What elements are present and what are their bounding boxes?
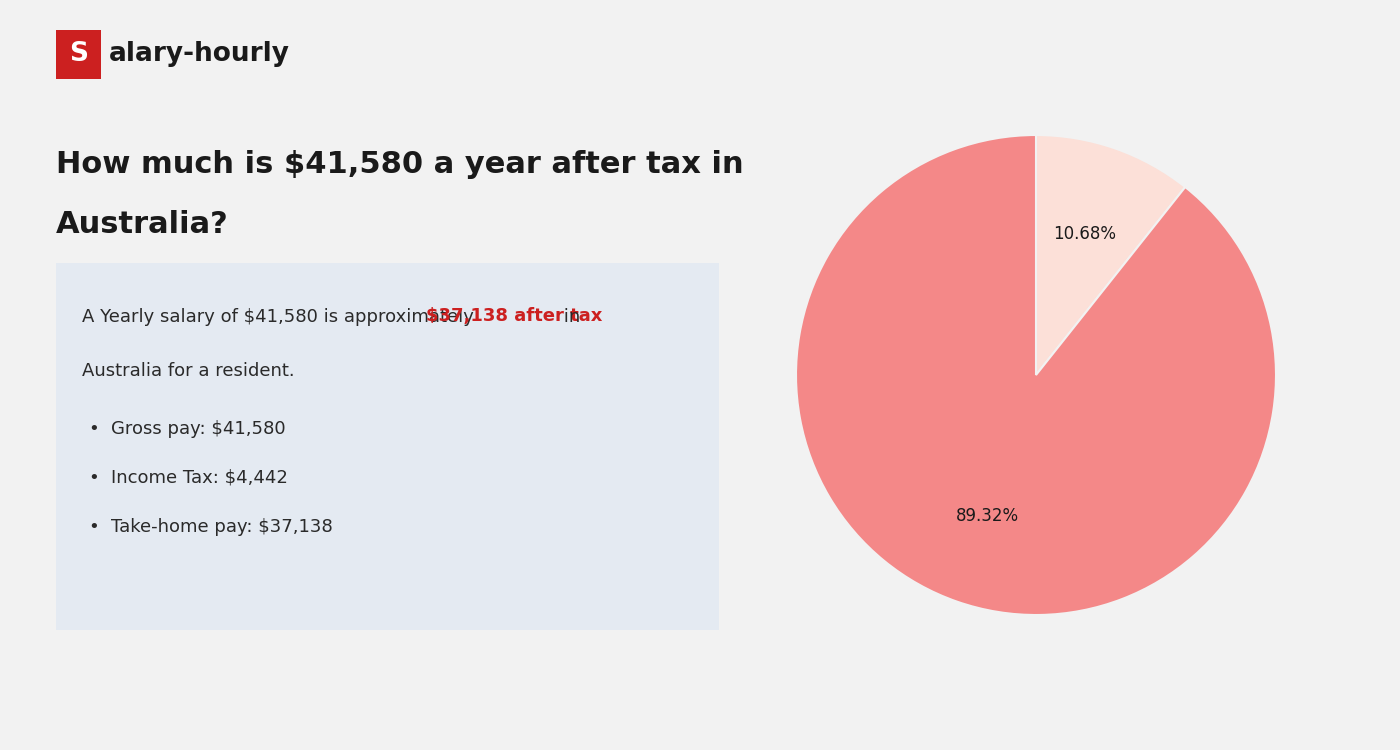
Text: •: • (88, 469, 99, 487)
Text: $37,138 after tax: $37,138 after tax (426, 308, 602, 326)
Text: Take-home pay: $37,138: Take-home pay: $37,138 (111, 518, 333, 536)
Text: alary-hourly: alary-hourly (109, 41, 290, 68)
Text: 89.32%: 89.32% (955, 506, 1019, 524)
Text: A Yearly salary of $41,580 is approximately: A Yearly salary of $41,580 is approximat… (83, 308, 480, 326)
Text: Gross pay: $41,580: Gross pay: $41,580 (111, 420, 286, 438)
Text: 10.68%: 10.68% (1053, 226, 1116, 244)
Text: Australia for a resident.: Australia for a resident. (83, 362, 295, 380)
Text: in: in (559, 308, 581, 326)
Wedge shape (1036, 135, 1186, 375)
FancyBboxPatch shape (56, 30, 101, 79)
Wedge shape (797, 135, 1275, 615)
FancyBboxPatch shape (56, 262, 720, 630)
Text: Income Tax: $4,442: Income Tax: $4,442 (111, 469, 288, 487)
Text: Australia?: Australia? (56, 210, 230, 239)
Text: •: • (88, 518, 99, 536)
Text: S: S (69, 41, 88, 68)
Text: •: • (88, 420, 99, 438)
Text: How much is $41,580 a year after tax in: How much is $41,580 a year after tax in (56, 150, 743, 179)
